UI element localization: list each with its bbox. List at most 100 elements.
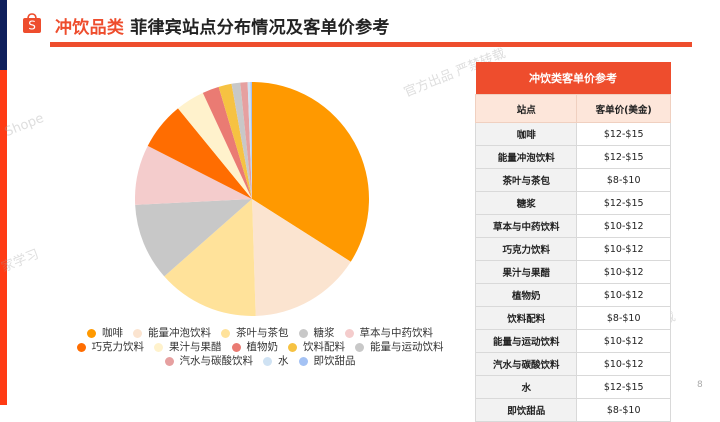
- svg-text:S: S: [28, 19, 36, 33]
- legend-dot-icon: [298, 328, 308, 338]
- legend-dot-icon: [288, 342, 297, 352]
- pie-slice: [250, 82, 252, 199]
- legend-label: 糖浆: [313, 327, 335, 339]
- price-cell: $8-$10: [576, 168, 671, 192]
- legend-row: 巧克力饮料 果汁与果醋 植物奶 饮料配料 能量与运动饮料: [60, 340, 460, 354]
- site-cell: 糖浆: [474, 191, 578, 215]
- site-cell: 巧克力饮料: [474, 237, 578, 261]
- legend-label: 巧克力饮料: [91, 341, 145, 353]
- legend-label: 汽水与碳酸饮料: [179, 355, 254, 367]
- price-cell: $10-$12: [576, 283, 671, 307]
- site-cell: 植物奶: [474, 283, 578, 307]
- site-cell: 草本与中药饮料: [474, 214, 578, 238]
- legend-label: 草本与中药饮料: [359, 327, 434, 339]
- column-header-site: 站点: [474, 94, 578, 123]
- legend-dot-icon: [355, 342, 364, 352]
- legend-row: 咖啡 能量冲泡饮料 茶叶与茶包 糖浆 草本与中药饮料: [60, 326, 460, 340]
- legend-label: 饮料配料: [303, 341, 345, 353]
- page-number: 8: [697, 380, 703, 390]
- pie-slice: [218, 83, 252, 199]
- legend-label: 咖啡: [102, 327, 123, 339]
- price-cell: $8-$10: [576, 306, 671, 330]
- page-title: 冲饮品类 菲律宾站点分布情况及客单价参考: [55, 13, 390, 38]
- legend-dot-icon: [87, 328, 96, 338]
- site-cell: 即饮甜品: [474, 398, 578, 422]
- title-category: 冲饮品类: [55, 18, 125, 38]
- legend-item: 汽水与碳酸饮料: [164, 354, 254, 368]
- table-row: 能量与运动饮料 $10-$12: [474, 329, 671, 353]
- legend-label: 能量冲泡饮料: [148, 327, 211, 339]
- table-row: 草本与中药饮料 $10-$12: [474, 214, 671, 238]
- site-cell: 能量与运动饮料: [474, 329, 578, 353]
- site-cell: 咖啡: [474, 122, 578, 146]
- legend-label: 果汁与果醋: [169, 341, 222, 353]
- pie-slice: [240, 82, 252, 199]
- legend-dot-icon: [76, 342, 86, 352]
- legend-item: 茶叶与茶包: [221, 326, 289, 340]
- legend-label: 茶叶与茶包: [236, 327, 289, 339]
- table-title: 冲饮类客单价参考: [475, 62, 671, 95]
- legend-dot-icon: [164, 356, 174, 366]
- site-cell: 能量冲泡饮料: [474, 145, 578, 169]
- price-cell: $10-$12: [576, 329, 671, 353]
- pie-slice: [202, 86, 252, 199]
- price-cell: $10-$12: [576, 260, 671, 284]
- site-cell: 茶叶与茶包: [474, 168, 578, 192]
- site-cell: 饮料配料: [474, 306, 578, 330]
- pie-slice: [177, 92, 252, 199]
- legend-item: 果汁与果醋: [154, 340, 222, 354]
- legend-label: 能量与运动饮料: [370, 341, 444, 353]
- watermark: Shope: [2, 110, 47, 141]
- price-cell: $10-$12: [576, 352, 671, 376]
- price-cell: $12-$15: [576, 191, 671, 215]
- legend-item: 能量冲泡饮料: [133, 326, 211, 340]
- legend-dot-icon: [231, 342, 241, 352]
- pie-slice: [164, 199, 256, 316]
- legend-dot-icon: [154, 342, 163, 352]
- pie-slice: [135, 145, 252, 205]
- pie-slice: [252, 199, 351, 316]
- legend-label: 水: [278, 355, 289, 367]
- table-row: 咖啡 $12-$15: [474, 122, 671, 146]
- site-cell: 汽水与碳酸饮料: [474, 352, 578, 376]
- title-underline: [50, 42, 692, 47]
- legend-item: 巧克力饮料: [76, 340, 145, 354]
- legend-dot-icon: [298, 356, 308, 366]
- price-cell: $12-$15: [576, 145, 671, 169]
- legend-label: 即饮甜品: [313, 355, 356, 367]
- column-header-price: 客单价(美金): [576, 94, 671, 123]
- price-cell: $10-$12: [576, 237, 671, 261]
- legend-dot-icon: [263, 356, 272, 366]
- table-row: 汽水与碳酸饮料 $10-$12: [474, 352, 671, 376]
- legend-item: 植物奶: [231, 340, 279, 354]
- site-cell: 水: [474, 375, 578, 399]
- side-accent-red: [0, 70, 7, 405]
- legend-dot-icon: [221, 328, 230, 338]
- pie-slice: [147, 108, 252, 199]
- shopee-bag-icon: S: [23, 13, 41, 33]
- table-row: 茶叶与茶包 $8-$10: [474, 168, 671, 192]
- price-cell: $10-$12: [576, 214, 671, 238]
- price-table: 冲饮类客单价参考 站点 客单价(美金) 咖啡 $12-$15 能量冲泡饮料 $12-$…: [474, 62, 671, 422]
- table-row: 水 $12-$15: [474, 375, 671, 399]
- table-row: 果汁与果醋 $10-$12: [474, 260, 671, 284]
- pie-slice: [135, 199, 252, 277]
- price-cell: $8-$10: [576, 398, 671, 422]
- price-cell: $12-$15: [576, 122, 671, 146]
- legend-item: 即饮甜品: [298, 354, 356, 368]
- pie-chart: [135, 82, 369, 316]
- legend-item: 草本与中药饮料: [344, 326, 434, 340]
- table-row: 植物奶 $10-$12: [474, 283, 671, 307]
- pie-slice: [247, 82, 252, 199]
- price-cell: $12-$15: [576, 375, 671, 399]
- legend-label: 植物奶: [246, 341, 279, 353]
- table-row: 巧克力饮料 $10-$12: [474, 237, 671, 261]
- legend-dot-icon: [344, 328, 354, 338]
- table-header-row: 站点 客单价(美金): [474, 94, 671, 123]
- site-cell: 果汁与果醋: [474, 260, 578, 284]
- pie-slice: [231, 82, 252, 199]
- legend-dot-icon: [133, 328, 142, 338]
- chart-legend: 咖啡 能量冲泡饮料 茶叶与茶包 糖浆 草本与中药饮料巧克力饮料 果汁与果醋 植物奶 饮料配料 能…: [60, 326, 460, 368]
- legend-item: 水: [263, 354, 289, 368]
- pie-slice: [252, 82, 369, 262]
